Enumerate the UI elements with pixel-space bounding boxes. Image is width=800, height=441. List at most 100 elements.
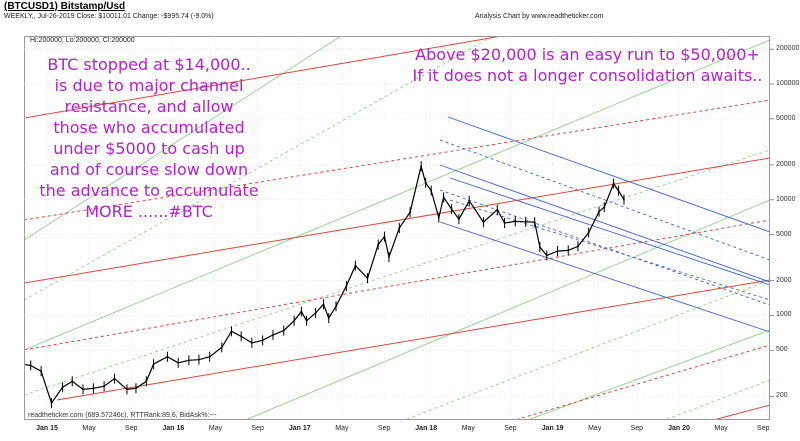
annotation-left: BTC stopped at $14,000.. is due to major… [39, 55, 259, 221]
price-point [113, 377, 116, 380]
price-point [240, 335, 243, 338]
blue-channel-line [439, 189, 769, 306]
green-fan-line [25, 149, 769, 396]
x-tick-label: Jan 20 [668, 425, 690, 432]
price-point [482, 221, 485, 224]
y-tick-label: 200 [776, 392, 788, 400]
price-point [230, 330, 233, 333]
blue-channel-line [439, 221, 769, 333]
blue-channel-lines [439, 116, 769, 333]
red-channel-lines [25, 37, 769, 419]
grid-lines [24, 36, 774, 420]
price-point [388, 256, 390, 258]
price-point [272, 333, 274, 336]
green-fan-line [25, 37, 493, 300]
price-point [135, 387, 137, 390]
price-point [335, 305, 337, 308]
price-point [314, 312, 317, 314]
price-point [177, 361, 180, 364]
price-point [354, 264, 357, 267]
x-tick-label: May [335, 425, 349, 432]
chart-header: (BTCUSD1) Bitstamp/Usd WEEKLY,, Jul-26-2… [0, 0, 800, 24]
y-tick-label: 10000 [776, 195, 796, 203]
price-point [377, 243, 380, 246]
price-point [152, 363, 155, 366]
x-tick-label: Sep [630, 425, 644, 432]
price-point [567, 249, 570, 252]
price-point [533, 221, 536, 224]
price-point [29, 364, 32, 367]
price-point [282, 329, 285, 332]
price-point [322, 303, 325, 306]
price-point [103, 385, 106, 388]
blue-channel-line [439, 164, 769, 283]
price-point [556, 250, 559, 253]
price-point [188, 359, 190, 362]
plot-frame [24, 36, 770, 420]
price-point [82, 388, 84, 391]
price-point [457, 218, 460, 221]
price-point [345, 285, 348, 287]
analysis-credit: Analysis Chart by www.readtheticker.com [475, 13, 604, 20]
blue-channel-line [447, 116, 769, 233]
x-tick-label: Jan 17 [288, 425, 311, 432]
price-point [468, 199, 471, 202]
price-point [545, 254, 548, 257]
price-point [587, 231, 590, 234]
chart-title[interactable]: (BTCUSD1) Bitstamp/Usd [4, 1, 126, 12]
price-point [300, 310, 303, 313]
price-point [514, 220, 517, 223]
price-point [383, 235, 386, 238]
red-channel-line [56, 279, 769, 401]
price-point [250, 341, 253, 344]
y-tick-label: 200000 [776, 45, 800, 53]
price-point [612, 182, 615, 185]
price-point [126, 388, 128, 391]
price-point [577, 245, 579, 248]
price-point [50, 402, 53, 404]
price-point [409, 211, 411, 214]
price-point [14, 362, 16, 364]
x-tick-label: May [82, 425, 96, 432]
x-tick-label: May [461, 425, 475, 432]
x-tick-label: Jan 19 [541, 425, 564, 432]
price-point [71, 380, 74, 383]
price-point [598, 210, 600, 213]
x-tick-label: May [208, 425, 223, 432]
price-point [366, 277, 369, 280]
x-tick-label: Jan 18 [415, 425, 438, 432]
price-point [198, 358, 200, 361]
chart-footer: readtheticker.com (689.57246c), RTTRank:… [28, 412, 217, 419]
green-fan-line [529, 329, 769, 419]
price-point [92, 387, 95, 390]
green-fan-line [666, 379, 769, 419]
price-point [538, 246, 541, 248]
red-channel-line [516, 344, 769, 419]
price-point [437, 216, 440, 219]
y-tick-label: 2000 [776, 276, 792, 284]
price-point [603, 206, 606, 209]
price-point [398, 227, 401, 229]
price-point [4, 351, 6, 353]
price-point [305, 319, 308, 322]
price-point [623, 198, 625, 201]
price-point [442, 196, 445, 199]
x-tick-label: Jan 16 [162, 425, 185, 432]
price-point [40, 370, 43, 373]
y-tick-label: 1000 [776, 311, 792, 319]
x-tick-label: May [588, 425, 602, 432]
price-point [617, 189, 620, 192]
price-point [166, 355, 169, 358]
hi-lo-readout: Hi:200000, Lo:200000, Cl:200000 [28, 37, 137, 44]
price-point [293, 319, 296, 322]
green-fan-line [25, 37, 341, 240]
x-tick-label: Jan 15 [36, 425, 58, 432]
price-line [25, 166, 625, 405]
blue-channel-line [439, 139, 769, 261]
price-point [524, 220, 527, 223]
price-point [220, 346, 223, 349]
price-point [208, 355, 211, 358]
red-channel-line [25, 219, 769, 351]
annotation-right: Above $20,000 is an easy run to $50,000+… [412, 45, 763, 85]
